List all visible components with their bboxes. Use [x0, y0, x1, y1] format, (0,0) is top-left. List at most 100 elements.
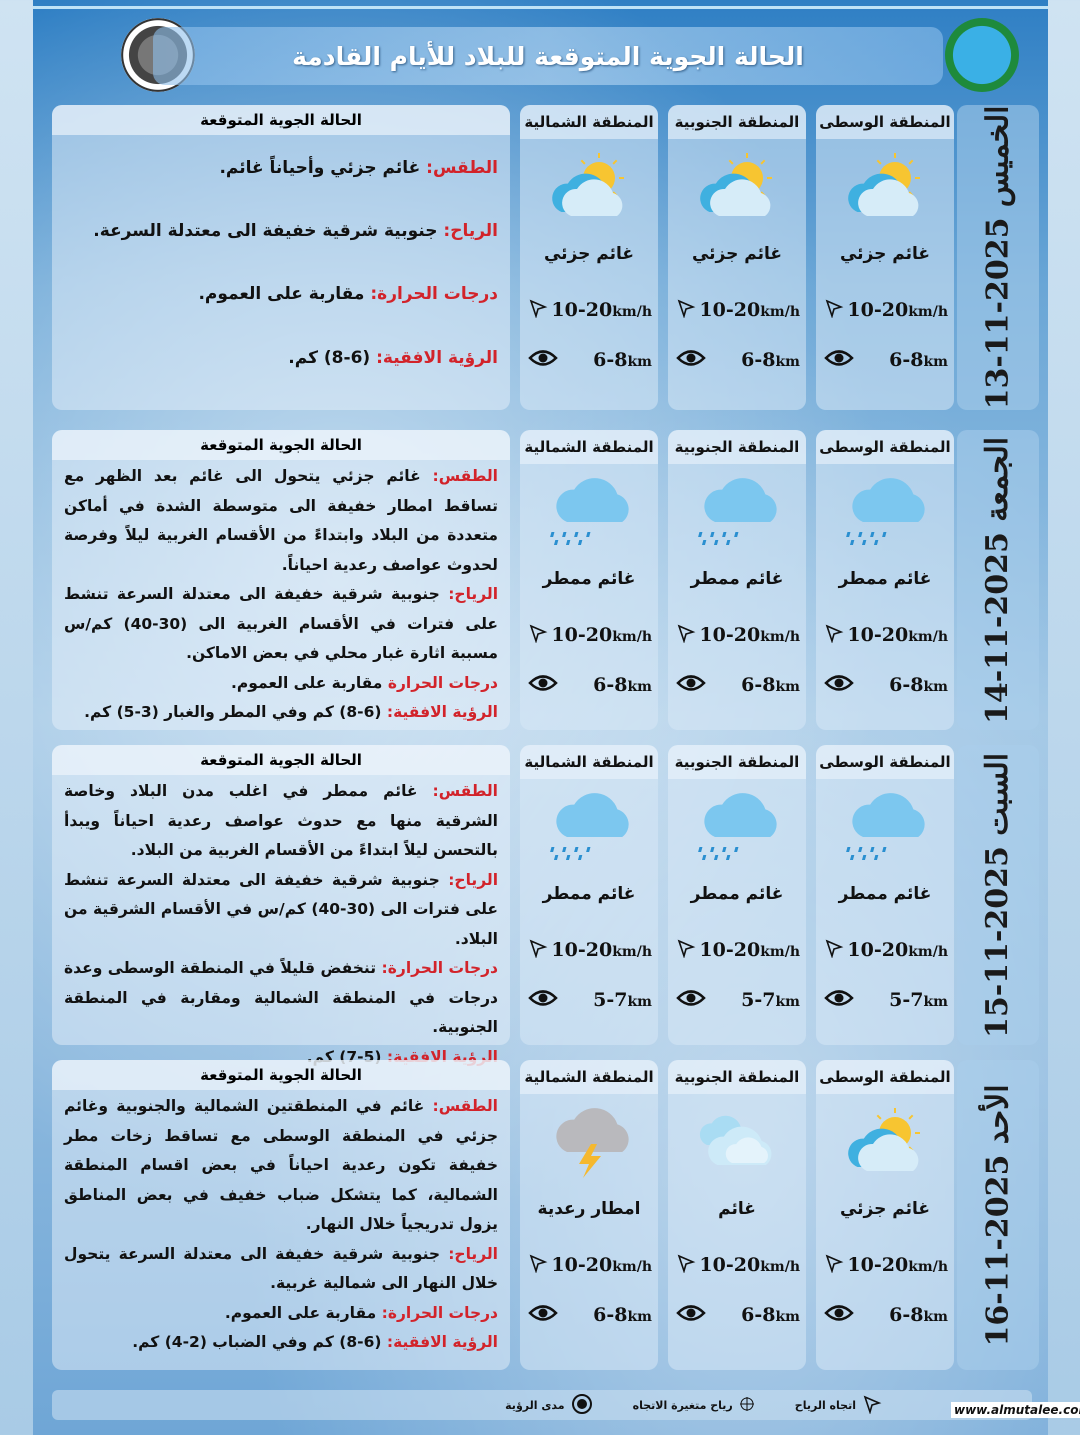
condition-text: غائم جزئي — [691, 244, 783, 264]
condition-text: غائم ممطر — [542, 569, 636, 589]
wind-unit: km/h — [760, 1259, 800, 1275]
wind-line: 10-20km/h — [520, 284, 658, 336]
region-name: المنطقة الوسطى — [816, 745, 954, 779]
wind-line: 10-20km/h — [816, 609, 954, 661]
condition-text: غائم ممطر — [838, 569, 932, 589]
wind-direction-icon — [824, 623, 844, 648]
detail-paragraph: درجات الحرارة: مقاربة على العموم. — [64, 1299, 498, 1329]
wind-unit: km/h — [612, 1259, 652, 1275]
visibility-unit: km — [627, 354, 652, 370]
wind-value: 10-20 — [847, 939, 909, 961]
wind-speed: 10-20km/h — [699, 299, 800, 321]
wind-value: 10-20 — [551, 939, 613, 961]
header-bar: الحالة الجوية المتوقعة للبلاد للأيام الق… — [153, 27, 943, 85]
day-name: السبت — [980, 752, 1016, 836]
eye-icon — [824, 349, 854, 372]
wind-direction-icon — [824, 298, 844, 323]
detail-paragraph: الرؤية الافقية: (6-8) كم وفي الضباب (2-4… — [64, 1328, 498, 1358]
detail-label: الطقس: — [432, 467, 499, 485]
region-name: المنطقة الوسطى — [816, 430, 954, 464]
condition-text: غائم ممطر — [542, 884, 636, 904]
eye-icon — [824, 989, 854, 1012]
visibility: 6-8km — [593, 349, 652, 371]
day-row: الجمعة 2025-11-14 المنطقة الوسطى غائم ممطر… — [52, 430, 1042, 730]
visibility-value: 6-8 — [593, 674, 628, 696]
visibility-unit: km — [775, 994, 800, 1010]
condition-text: امطار رعدية — [537, 1199, 641, 1219]
partly-cloudy-icon — [816, 1094, 954, 1189]
detail-text: جنوبية شرقية خفيفة الى معتدلة السرعة يتح… — [64, 1244, 498, 1293]
detail-text: مقاربة على العموم. — [231, 673, 383, 692]
eye-icon — [676, 989, 706, 1012]
forecast-details-panel: الحالة الجوية المتوقعة الطقس: غائم في الم… — [52, 1060, 510, 1370]
detail-label: الطقس: — [432, 1097, 499, 1115]
wind-value: 10-20 — [551, 1254, 613, 1276]
details-body: الطقس: غائم جزئي يتحول الى غائم بعد الظه… — [52, 460, 510, 728]
visibility-line: 6-8km — [816, 661, 954, 709]
eye-icon — [571, 1393, 593, 1418]
visibility-value: 5-7 — [889, 989, 924, 1011]
date-value: 2025-11-13 — [980, 217, 1016, 410]
visibility: 6-8km — [593, 674, 652, 696]
wind-speed: 10-20km/h — [847, 939, 948, 961]
visibility-value: 6-8 — [741, 349, 776, 371]
wind-unit: km/h — [760, 304, 800, 320]
detail-paragraph: الرؤية الافقية: (6-8) كم. — [64, 344, 498, 374]
wind-unit: km/h — [908, 304, 948, 320]
visibility-unit: km — [923, 679, 948, 695]
wind-speed: 10-20km/h — [699, 624, 800, 646]
date-column: الجمعة 2025-11-14 — [957, 430, 1039, 730]
rain-icon — [816, 464, 954, 559]
region-name: المنطقة الشمالية — [520, 430, 658, 464]
region-card: المنطقة الشمالية غائم ممطر 10-20km/h 5-7km — [520, 745, 658, 1045]
date-column: السبت 2025-11-15 — [957, 745, 1039, 1045]
page-title: الحالة الجوية المتوقعة للبلاد للأيام الق… — [292, 41, 804, 71]
region-card: المنطقة الجنوبية غائم جزئي 10-20km/h 6-8km — [668, 105, 806, 410]
wind-unit: km/h — [612, 944, 652, 960]
visibility-line: 6-8km — [668, 336, 806, 384]
visibility: 6-8km — [889, 1304, 948, 1326]
day-date-label: الخميس 2025-11-13 — [981, 106, 1016, 410]
wind-value: 10-20 — [551, 299, 613, 321]
day-row: السبت 2025-11-15 المنطقة الوسطى غائم ممطر 1… — [52, 745, 1042, 1066]
detail-text: غائم ممطر في اغلب مدن البلاد وخاصة الشرق… — [64, 782, 498, 859]
date-column: الخميس 2025-11-13 — [957, 105, 1039, 410]
wind-direction-icon — [676, 298, 696, 323]
visibility-unit: km — [923, 354, 948, 370]
eye-icon — [528, 674, 558, 697]
region-card: المنطقة الشمالية غائم جزئي 10-20km/h 6-8km — [520, 105, 658, 410]
wind-speed: 10-20km/h — [551, 299, 652, 321]
visibility: 6-8km — [889, 349, 948, 371]
visibility-line: 6-8km — [520, 661, 658, 709]
region-name: المنطقة الوسطى — [816, 105, 954, 139]
wind-speed: 10-20km/h — [551, 939, 652, 961]
wind-value: 10-20 — [551, 624, 613, 646]
detail-label: الطقس: — [432, 782, 499, 800]
details-body: الطقس: غائم ممطر في اغلب مدن البلاد وخاص… — [52, 775, 510, 1072]
condition-text: غائم جزئي — [543, 244, 635, 264]
detail-paragraph: الرياح: جنوبية شرقية خفيفة الى معتدلة ال… — [64, 580, 498, 669]
detail-text: غائم في المنطقتين الشمالية والجنوبية وغا… — [64, 1097, 498, 1233]
rain-icon — [816, 779, 954, 874]
visibility-value: 6-8 — [593, 349, 628, 371]
detail-label: درجات الحرارة: — [381, 1303, 498, 1322]
detail-label: الرياح: — [448, 870, 499, 889]
day-name: الجمعة — [980, 436, 1016, 522]
visibility-unit: km — [627, 1309, 652, 1325]
legend-item: اتجاه الرياح — [795, 1394, 882, 1417]
wind-line: 10-20km/h — [668, 609, 806, 661]
variable-wind-icon — [739, 1396, 755, 1415]
region-card: المنطقة الجنوبية غائم ممطر 10-20km/h 6-8km — [668, 430, 806, 730]
day-name: الخميس — [980, 105, 1016, 208]
wind-direction-icon — [824, 938, 844, 963]
wind-direction-icon — [528, 623, 548, 648]
detail-label: الرؤية الافقية: — [386, 703, 498, 721]
wind-value: 10-20 — [699, 1254, 761, 1276]
legend-label: رياح متغيرة الاتجاه — [632, 1398, 733, 1412]
forecast-days: الخميس 2025-11-13 المنطقة الوسطى غائم جزئي… — [52, 105, 1042, 1385]
rain-icon — [668, 779, 806, 874]
wind-direction-icon — [676, 938, 696, 963]
wind-value: 10-20 — [847, 1254, 909, 1276]
legend-label: مدى الرؤية — [505, 1398, 565, 1412]
visibility-unit: km — [923, 994, 948, 1010]
